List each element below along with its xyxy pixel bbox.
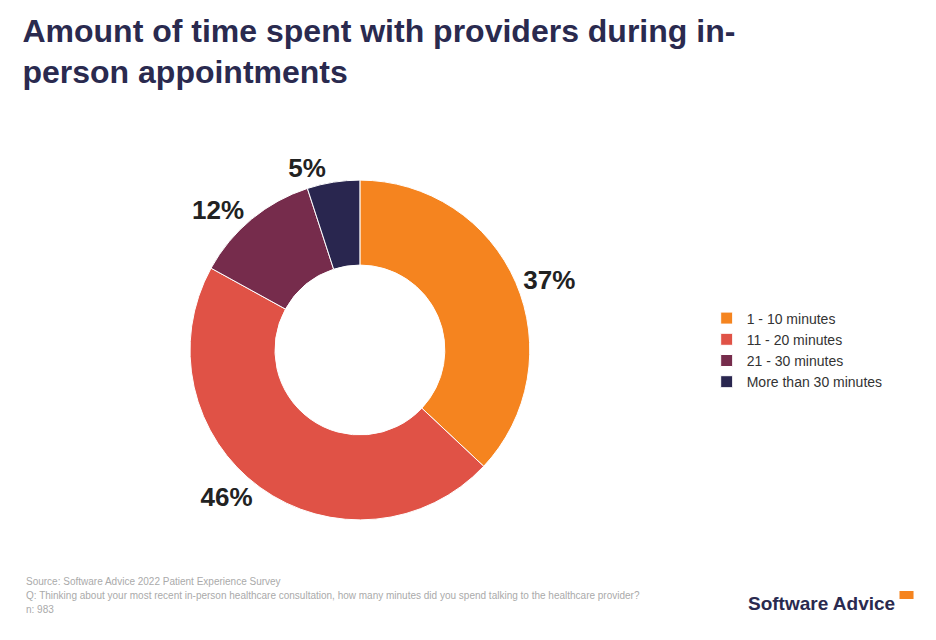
svg-text:5%: 5% <box>288 153 326 183</box>
svg-text:Q: Thinking about your most re: Q: Thinking about your most recent in-pe… <box>26 590 640 601</box>
svg-text:n: 983: n: 983 <box>26 604 54 615</box>
svg-text:Source: Software Advice 2022 P: Source: Software Advice 2022 Patient Exp… <box>26 576 281 587</box>
svg-text:More than 30 minutes: More than 30 minutes <box>747 374 882 390</box>
svg-text:37%: 37% <box>523 265 575 295</box>
svg-text:21 - 30 minutes: 21 - 30 minutes <box>747 353 844 369</box>
svg-text:46%: 46% <box>200 482 252 512</box>
svg-text:11 - 20 minutes: 11 - 20 minutes <box>747 332 842 348</box>
svg-text:12%: 12% <box>192 195 244 225</box>
svg-text:Software Advice: Software Advice <box>748 593 895 614</box>
svg-text:Amount of time spent with prov: Amount of time spent with providers duri… <box>22 13 735 91</box>
svg-text:1 - 10 minutes: 1 - 10 minutes <box>747 311 836 327</box>
